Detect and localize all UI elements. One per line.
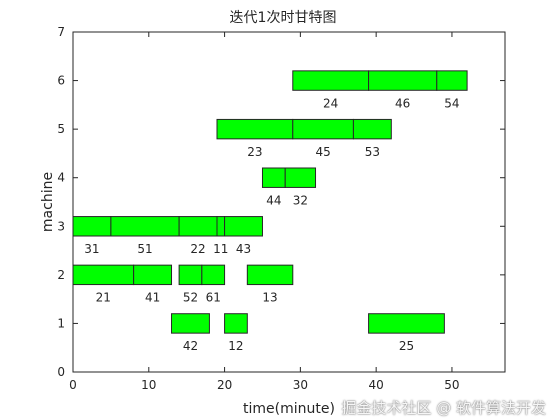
gantt-bar	[261, 167, 286, 188]
x-tick-label: 50	[444, 378, 459, 392]
bar-label: 54	[444, 96, 459, 110]
bar-labels-layer: 24 46 54 23 45 53 44 32 31 51 22 11 43 21 41 52 61 13 42 12…	[84, 96, 459, 353]
gantt-bar	[292, 118, 354, 140]
bar-label: 46	[395, 96, 410, 110]
gantt-bar	[224, 313, 248, 334]
bar-label: 12	[228, 339, 243, 353]
bar-label: 13	[262, 291, 277, 305]
gantt-bar	[216, 216, 226, 237]
bar-label: 41	[145, 291, 160, 305]
gantt-bar	[133, 264, 173, 286]
x-tick-label: 10	[141, 378, 156, 392]
x-axis: 0 10 20 30 40 50	[69, 32, 460, 392]
bar-label: 43	[236, 242, 251, 256]
y-tick-label: 3	[57, 219, 65, 233]
bar-label: 44	[266, 193, 281, 207]
bar-label: 45	[315, 145, 330, 159]
bar-label: 32	[293, 193, 308, 207]
gantt-bar	[368, 313, 445, 334]
gantt-bar	[216, 118, 294, 140]
gantt-bar	[72, 216, 112, 237]
bar-label: 24	[323, 96, 338, 110]
gantt-bar	[171, 313, 210, 334]
y-tick-label: 4	[57, 171, 65, 185]
bar-label: 11	[213, 242, 228, 256]
x-tick-label: 30	[293, 378, 308, 392]
gantt-bar	[224, 216, 263, 237]
y-axis-label: machine	[40, 172, 56, 232]
watermark-text: 掘金技术社区 @ 软件算法开发	[341, 399, 546, 417]
bar-label: 61	[206, 291, 221, 305]
gantt-bar	[436, 70, 468, 91]
y-tick-label: 2	[57, 268, 65, 282]
bar-label: 52	[183, 291, 198, 305]
gantt-bar	[368, 70, 438, 91]
bar-label: 25	[399, 339, 414, 353]
bar-label: 23	[247, 145, 262, 159]
gantt-bar	[178, 216, 218, 237]
gantt-bar	[246, 264, 294, 286]
y-tick-label: 5	[57, 122, 65, 136]
gantt-bar	[110, 216, 180, 237]
x-axis-label: time(minute)	[243, 401, 335, 417]
gantt-bar	[284, 167, 317, 188]
y-tick-label: 7	[57, 25, 65, 39]
gantt-bar	[201, 264, 226, 286]
bar-label: 51	[137, 242, 152, 256]
bar-label: 31	[84, 242, 99, 256]
x-tick-label: 20	[217, 378, 232, 392]
bars-layer	[72, 70, 468, 334]
gantt-bar	[72, 264, 135, 286]
gantt-bar	[178, 264, 203, 286]
gantt-bar	[352, 118, 392, 140]
y-tick-label: 0	[57, 365, 65, 379]
y-tick-label: 6	[57, 74, 65, 88]
bar-label: 22	[190, 242, 205, 256]
bar-label: 42	[183, 339, 198, 353]
y-tick-label: 1	[57, 316, 65, 330]
x-tick-label: 0	[69, 378, 77, 392]
bar-label: 21	[96, 291, 111, 305]
gantt-bar	[292, 70, 370, 91]
bar-label: 53	[365, 145, 380, 159]
x-tick-label: 40	[369, 378, 384, 392]
chart-title: 迭代1次时甘特图	[230, 10, 337, 26]
